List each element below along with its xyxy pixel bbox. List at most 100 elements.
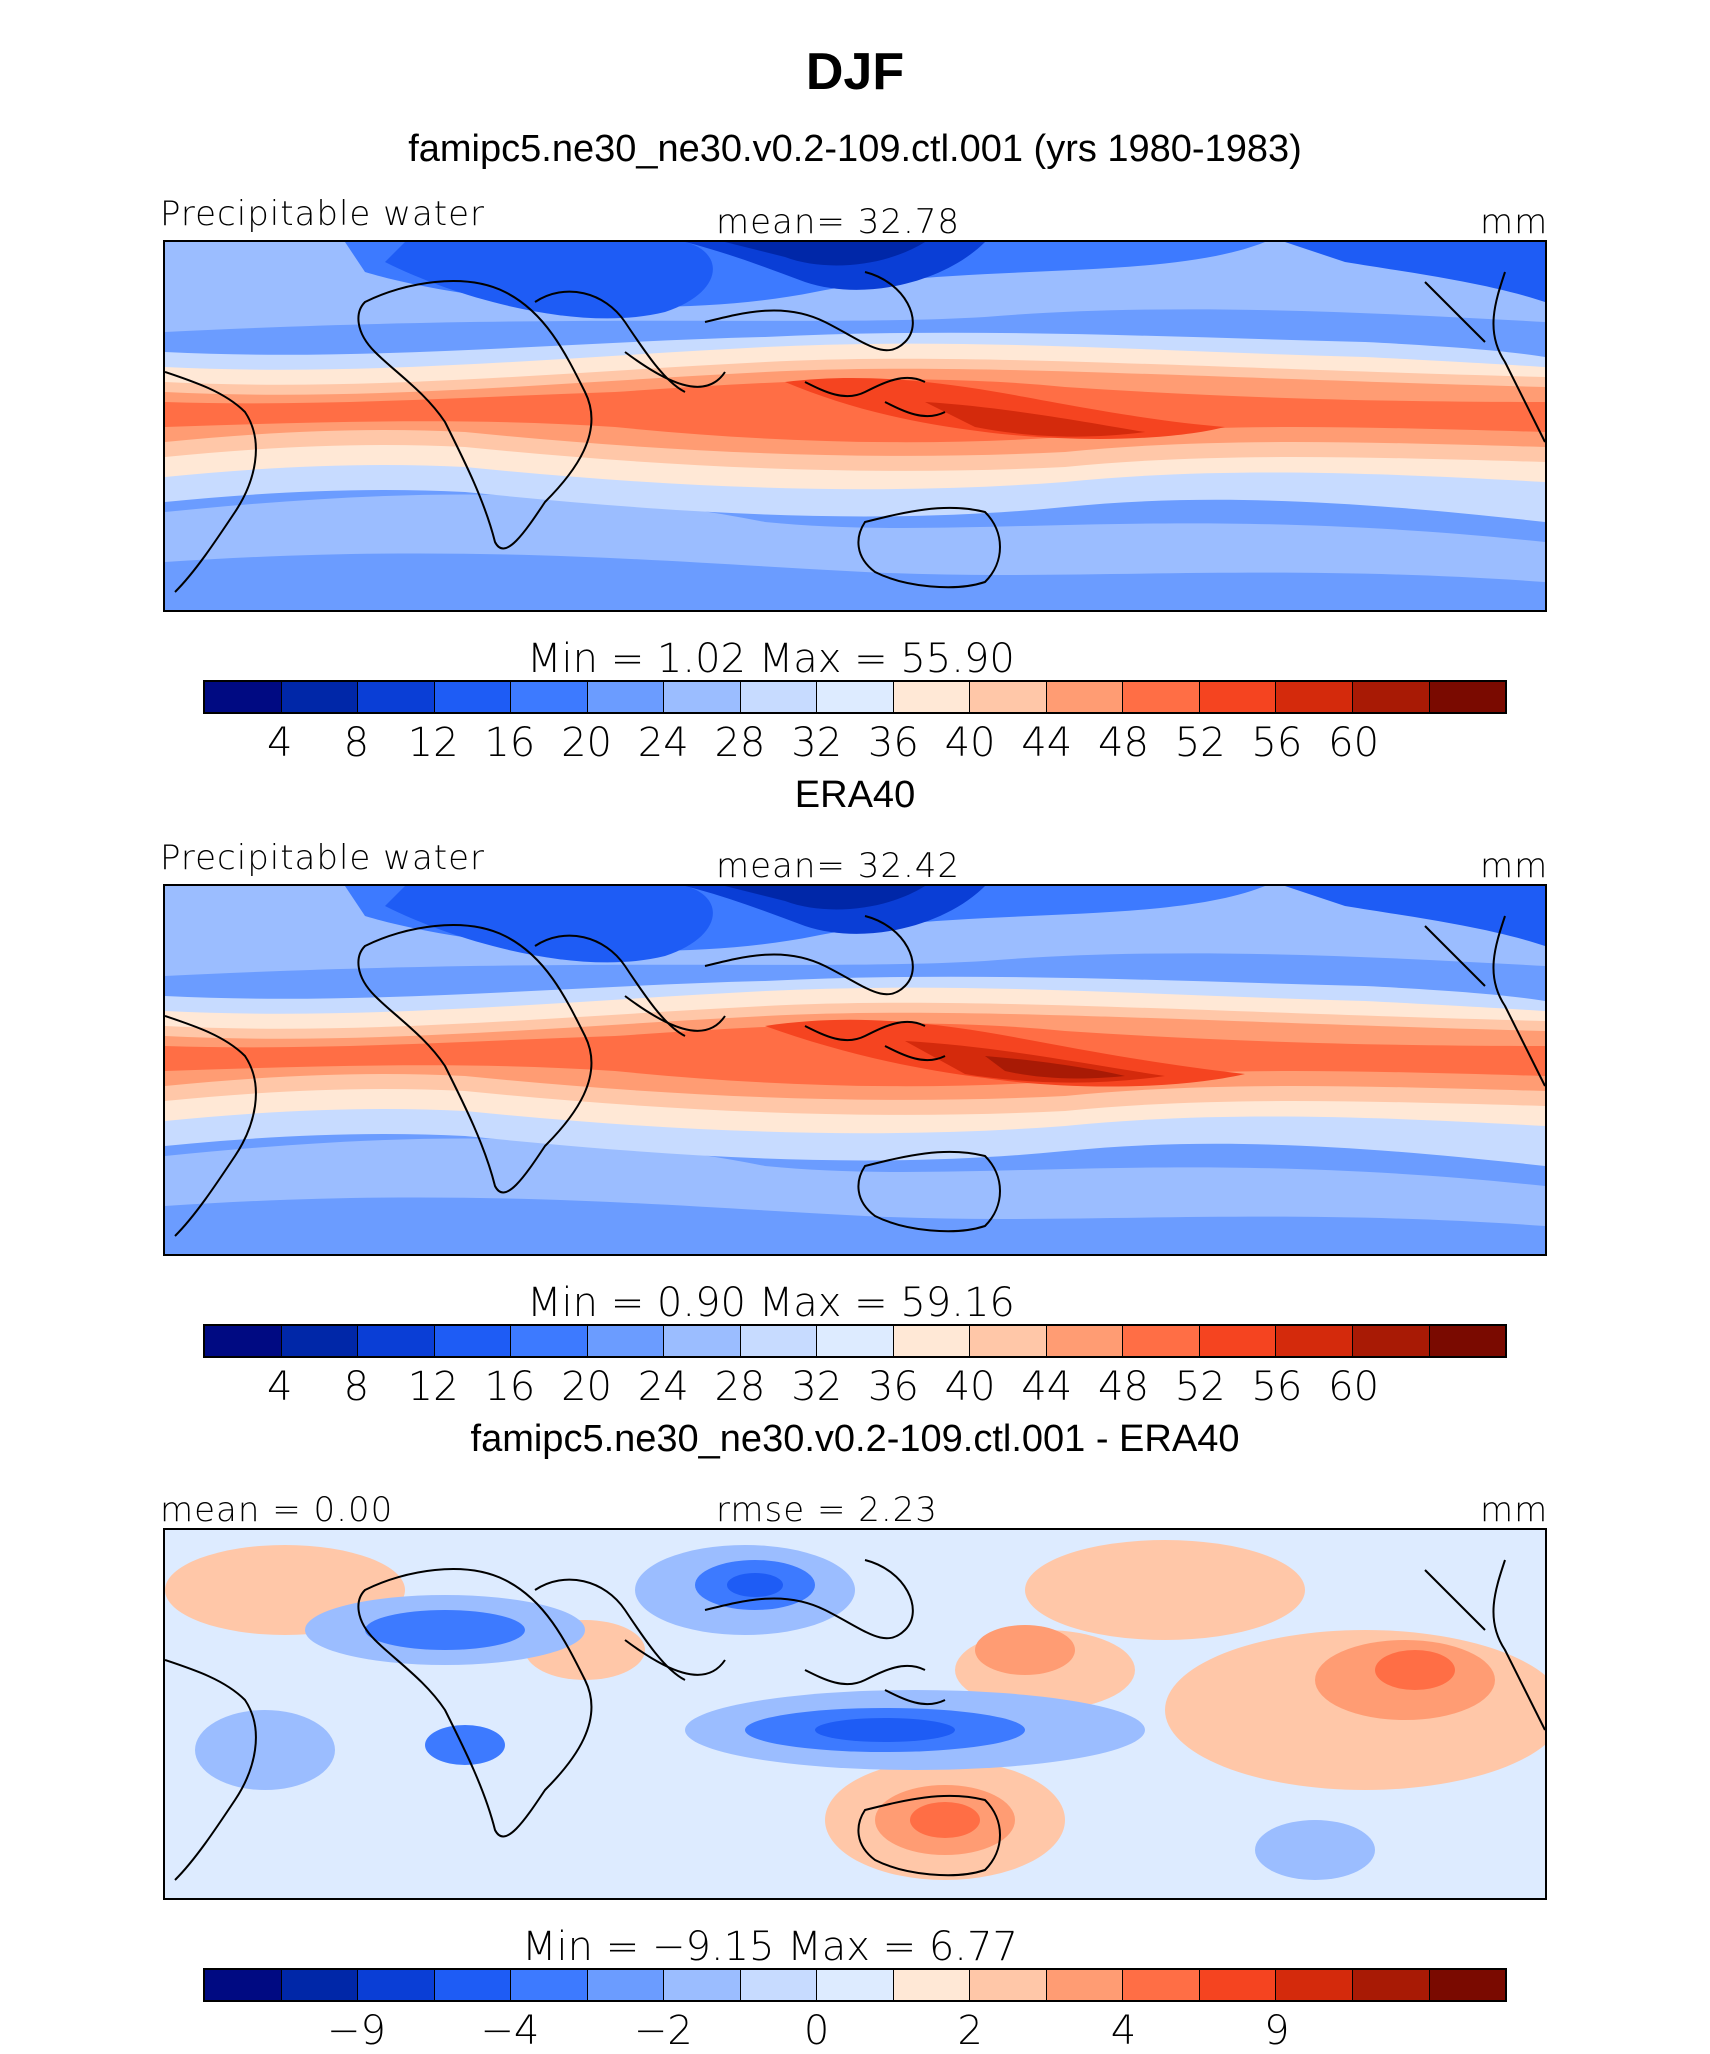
colorbar-tick-label: 4	[266, 1364, 293, 1410]
panel-2-variable-label: Precipitable water	[160, 838, 486, 878]
colorbar-swatch	[970, 682, 1047, 712]
colorbar-swatch	[970, 1970, 1047, 2000]
colorbar-swatch	[434, 1970, 512, 2000]
colorbar-tick-label: −4	[480, 2008, 540, 2054]
panel-1-map	[163, 240, 1547, 612]
colorbar-swatch	[1123, 1326, 1200, 1356]
colorbar-swatch	[1429, 682, 1506, 712]
colorbar-tick-label: 28	[714, 720, 766, 766]
colorbar-swatch	[817, 1970, 894, 2000]
panel-1-units-label: mm	[1480, 202, 1549, 242]
colorbar-swatch	[664, 1326, 741, 1356]
colorbar-tick-label: 0	[803, 2008, 830, 2054]
panel-1-map-svg	[165, 242, 1545, 610]
colorbar-swatch	[817, 1326, 894, 1356]
panel-1-min-max: Min = 1.02 Max = 55.90	[527, 636, 1015, 682]
colorbar-tick-label: 56	[1251, 1364, 1303, 1410]
colorbar-swatch	[205, 1326, 282, 1356]
colorbar-tick-label: 36	[867, 1364, 919, 1410]
colorbar-swatch	[1046, 1970, 1124, 2000]
colorbar-tick-label: 8	[343, 1364, 370, 1410]
colorbar-tick-label: 52	[1174, 1364, 1226, 1410]
panel-1-mean-label: mean= 32.78	[716, 202, 961, 242]
colorbar-swatch	[434, 682, 512, 712]
colorbar-swatch	[1276, 682, 1353, 712]
colorbar-swatch	[358, 682, 435, 712]
colorbar-swatch	[1199, 682, 1277, 712]
colorbar-swatch	[587, 1970, 665, 2000]
panel-1-title: famipc5.ne30_ne30.v0.2-109.ctl.001 (yrs …	[408, 128, 1302, 170]
panel-1-variable-label: Precipitable water	[160, 194, 486, 234]
figure-title: DJF	[805, 43, 905, 101]
colorbar-tick-label: 4	[1110, 2008, 1137, 2054]
panel-3-colorbar	[203, 1968, 1507, 2002]
panel-2-title: ERA40	[794, 774, 916, 816]
colorbar-tick-label: 44	[1021, 720, 1073, 766]
colorbar-tick-label: 40	[944, 1364, 996, 1410]
colorbar-tick-label: 24	[637, 1364, 689, 1410]
panel-2-mean-label: mean= 32.42	[716, 846, 961, 886]
colorbar-swatch	[587, 1326, 665, 1356]
colorbar-swatch	[511, 682, 588, 712]
colorbar-swatch	[511, 1326, 588, 1356]
colorbar-swatch	[358, 1326, 435, 1356]
panel-3-map-svg	[165, 1530, 1545, 1898]
panel-3-mean-label: mean = 0.00	[160, 1490, 394, 1530]
colorbar-tick-label: 36	[867, 720, 919, 766]
colorbar-swatch	[1276, 1970, 1353, 2000]
colorbar-swatch	[281, 682, 359, 712]
colorbar-tick-label: 4	[266, 720, 293, 766]
colorbar-swatch	[1046, 1326, 1124, 1356]
colorbar-tick-label: 16	[484, 1364, 536, 1410]
panel-2-map-svg	[165, 886, 1545, 1254]
panel-3-min-max: Min = −9.15 Max = 6.77	[522, 1924, 1018, 1970]
colorbar-swatch	[1123, 682, 1200, 712]
colorbar-tick-label: 28	[714, 1364, 766, 1410]
colorbar-swatch	[1276, 1326, 1353, 1356]
colorbar-swatch	[893, 1970, 971, 2000]
colorbar-tick-label: 40	[944, 720, 996, 766]
colorbar-swatch	[740, 682, 818, 712]
colorbar-swatch	[970, 1326, 1047, 1356]
colorbar-swatch	[1429, 1326, 1506, 1356]
colorbar-swatch	[1352, 682, 1430, 712]
colorbar-tick-label: 8	[343, 720, 370, 766]
colorbar-swatch	[511, 1970, 588, 2000]
colorbar-swatch	[1352, 1970, 1430, 2000]
colorbar-tick-label: 20	[561, 720, 612, 766]
colorbar-tick-label: −9	[326, 2008, 386, 2054]
colorbar-swatch	[1123, 1970, 1200, 2000]
panel-2-units-label: mm	[1480, 846, 1549, 886]
colorbar-swatch	[817, 682, 894, 712]
colorbar-swatch	[740, 1970, 818, 2000]
colorbar-swatch	[740, 1326, 818, 1356]
colorbar-tick-label: 32	[791, 720, 843, 766]
colorbar-swatch	[281, 1970, 359, 2000]
colorbar-tick-label: 56	[1251, 720, 1303, 766]
colorbar-swatch	[1352, 1326, 1430, 1356]
colorbar-tick-label: 48	[1098, 720, 1149, 766]
panel-2-map	[163, 884, 1547, 1256]
colorbar-tick-label: 16	[484, 720, 536, 766]
colorbar-swatch	[205, 682, 282, 712]
panel-3-rmse-label: rmse = 2.23	[716, 1490, 938, 1530]
colorbar-tick-label: 60	[1328, 720, 1380, 766]
colorbar-swatch	[1046, 682, 1124, 712]
colorbar-swatch	[358, 1970, 435, 2000]
colorbar-swatch	[893, 682, 971, 712]
colorbar-swatch	[587, 682, 665, 712]
panel-3-title: famipc5.ne30_ne30.v0.2-109.ctl.001 - ERA…	[470, 1418, 1240, 1460]
colorbar-tick-label: 24	[637, 720, 689, 766]
colorbar-tick-label: 9	[1264, 2008, 1290, 2054]
panel-3-units-label: mm	[1480, 1490, 1549, 1530]
colorbar-swatch	[893, 1326, 971, 1356]
colorbar-tick-label: 52	[1174, 720, 1226, 766]
panel-3-map	[163, 1528, 1547, 1900]
colorbar-swatch	[1199, 1970, 1277, 2000]
colorbar-tick-label: 20	[561, 1364, 612, 1410]
colorbar-swatch	[1199, 1326, 1277, 1356]
colorbar-tick-label: 2	[957, 2008, 983, 2054]
colorbar-tick-label: 32	[791, 1364, 843, 1410]
colorbar-tick-label: 60	[1328, 1364, 1380, 1410]
panel-2-min-max: Min = 0.90 Max = 59.16	[527, 1280, 1015, 1326]
